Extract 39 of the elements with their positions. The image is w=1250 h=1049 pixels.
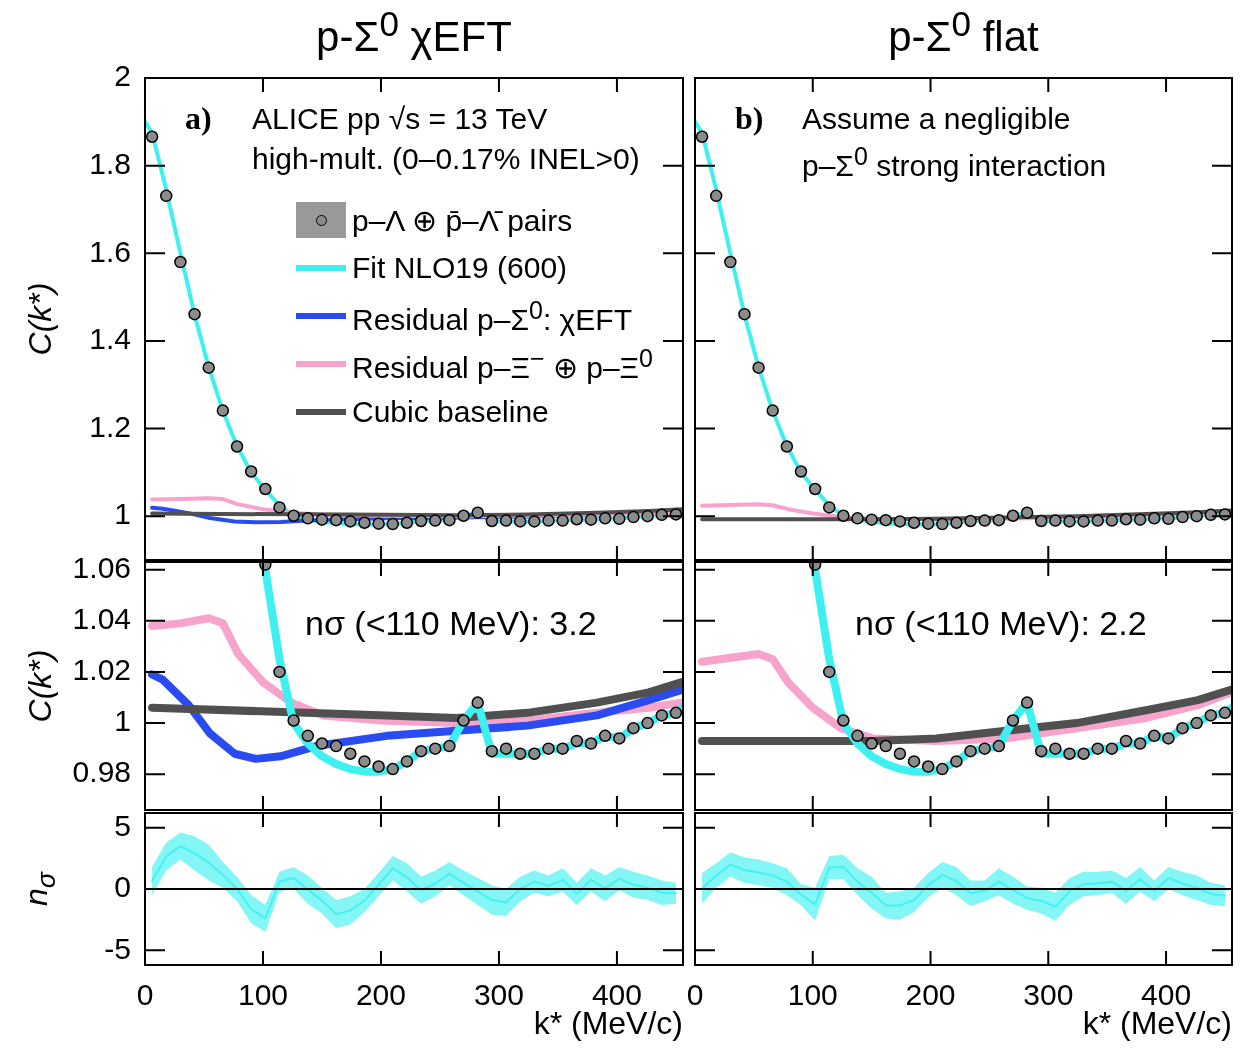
annotation: nσ (<110 MeV): 2.2: [855, 604, 1147, 643]
y-tick-label: 0: [114, 870, 131, 904]
y-tick-label: 1.2: [89, 409, 131, 443]
annotation: p–Σ$^{0}$ strong interaction: [802, 142, 1107, 183]
y-tick-label: 1: [114, 497, 131, 531]
annotation: Assume a negligible: [802, 102, 1071, 136]
legend-label: Residual p–Σ$^{0}$: χEFT: [352, 295, 632, 337]
annotation: ALICE pp √s = 13 TeV: [252, 102, 548, 136]
y-tick-label: -5: [104, 931, 131, 965]
y-tick-label: 5: [114, 808, 131, 842]
x-tick-label: 100: [787, 978, 838, 1012]
y-tick-label: 1.6: [89, 234, 131, 268]
x-tick-label: 300: [473, 978, 524, 1012]
y-tick-label: 1.06: [72, 550, 131, 584]
y-tick-label: 1.4: [89, 322, 131, 356]
x-tick-label: 100: [237, 978, 289, 1012]
y-tick-label: 1.02: [72, 653, 131, 687]
y-tick-label: 1.04: [72, 602, 131, 636]
y-axis-title: C(k*): [21, 282, 59, 356]
x-tick-label: 200: [905, 978, 956, 1012]
annotation: nσ (<110 MeV): 3.2: [305, 604, 597, 643]
x-tick-label: 0: [686, 978, 704, 1012]
y-tick-label: 0.98: [72, 755, 131, 789]
y-tick-label: 1.8: [89, 146, 131, 180]
chart-title: p-Σ$^{0}$ flat: [887, 4, 1040, 61]
legend-label: Fit NLO19 (600): [352, 251, 568, 285]
y-tick-label: 1: [114, 704, 131, 738]
y-tick-label: 2: [114, 59, 131, 93]
annotation: a): [185, 100, 212, 137]
chart-title: p-Σ$^{0}$ χEFT: [315, 4, 513, 61]
x-tick-label: 300: [1023, 978, 1074, 1012]
x-tick-label: 0: [136, 978, 154, 1012]
x-tick-label: 200: [355, 978, 406, 1012]
y-axis-title: C(k*): [21, 649, 59, 723]
legend-label: p–Λ ⊕ p̄–Λ̄ pairs: [352, 202, 573, 238]
annotation: high-mult. (0–0.17% INEL>0): [252, 142, 640, 176]
legend-label: Cubic baseline: [352, 395, 549, 429]
annotation: b): [735, 100, 764, 137]
legend-label: Residual p–Ξ$^{−}$ ⊕ p–Ξ$^{0}$: [352, 343, 653, 385]
